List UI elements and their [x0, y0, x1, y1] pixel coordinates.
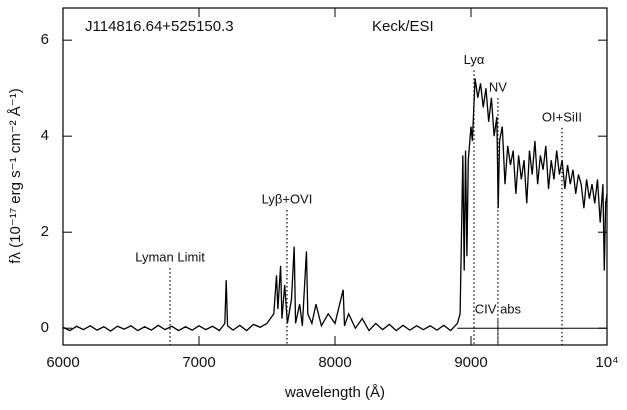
chart-title: J114816.64+525150.3 — [85, 18, 234, 35]
spectrum-line — [62, 78, 608, 332]
annotation-label: Lyβ+OVI — [262, 191, 313, 206]
x-tick-label: 7000 — [182, 354, 215, 371]
x-tick-label: 10⁴ — [595, 354, 618, 371]
y-tick-label: 6 — [41, 31, 49, 48]
y-tick-label: 4 — [41, 127, 49, 144]
annotation-label: CIV abs — [475, 302, 522, 317]
chart-subtitle: Keck/ESI — [372, 18, 434, 35]
x-tick-label: 8000 — [318, 354, 351, 371]
y-tick-label: 0 — [41, 319, 49, 336]
annotation-label: Lyman Limit — [135, 250, 205, 265]
x-tick-label: 6000 — [46, 354, 79, 371]
y-tick-label: 2 — [41, 223, 49, 240]
x-axis-label: wavelength (Å) — [284, 384, 385, 401]
x-tick-label: 9000 — [454, 354, 487, 371]
annotation-label: OI+SiII — [542, 109, 582, 124]
y-axis-label: fλ (10⁻¹⁷ erg s⁻¹ cm⁻² Å⁻¹) — [7, 88, 24, 263]
annotation-label: Lyα — [464, 52, 485, 67]
annotation-label: NV — [489, 80, 507, 95]
